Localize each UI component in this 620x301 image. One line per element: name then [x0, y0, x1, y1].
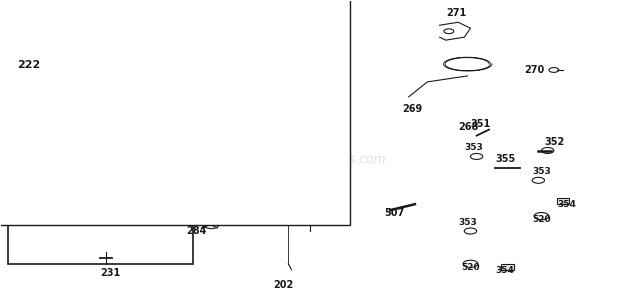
Text: 520: 520 [461, 263, 480, 272]
FancyBboxPatch shape [63, 76, 168, 135]
Text: 353: 353 [532, 167, 551, 176]
Text: 265A: 265A [187, 152, 211, 161]
Text: 270: 270 [525, 65, 544, 75]
Text: 1001: 1001 [248, 77, 275, 87]
FancyBboxPatch shape [26, 141, 51, 150]
Text: 231: 231 [100, 268, 120, 278]
FancyBboxPatch shape [7, 61, 193, 264]
FancyBboxPatch shape [502, 264, 514, 270]
Text: 222: 222 [17, 61, 40, 70]
Text: 353: 353 [464, 144, 483, 153]
Text: 202: 202 [273, 280, 293, 290]
Text: 354: 354 [495, 266, 514, 275]
Text: 216: 216 [26, 32, 46, 42]
FancyBboxPatch shape [20, 204, 54, 216]
Text: 354: 354 [557, 200, 576, 209]
Text: 269: 269 [402, 104, 423, 114]
FancyBboxPatch shape [0, 0, 350, 225]
Text: 916: 916 [14, 202, 34, 212]
FancyBboxPatch shape [557, 198, 569, 204]
Text: 268: 268 [458, 122, 479, 132]
Text: 352: 352 [544, 137, 565, 147]
Text: 265: 265 [199, 95, 219, 105]
Text: 351: 351 [471, 119, 490, 129]
FancyBboxPatch shape [205, 150, 224, 163]
FancyBboxPatch shape [218, 100, 236, 112]
Text: 621: 621 [14, 129, 34, 139]
Text: 507: 507 [384, 208, 404, 218]
Text: 520: 520 [532, 215, 551, 224]
Text: 657: 657 [199, 119, 219, 129]
FancyBboxPatch shape [248, 40, 322, 79]
Text: 355: 355 [495, 154, 515, 164]
Text: 232: 232 [316, 166, 337, 176]
Text: eReplacementParts.com: eReplacementParts.com [234, 153, 386, 166]
Text: 271: 271 [446, 8, 466, 18]
Text: 353: 353 [458, 218, 477, 227]
Text: 284: 284 [187, 226, 207, 236]
